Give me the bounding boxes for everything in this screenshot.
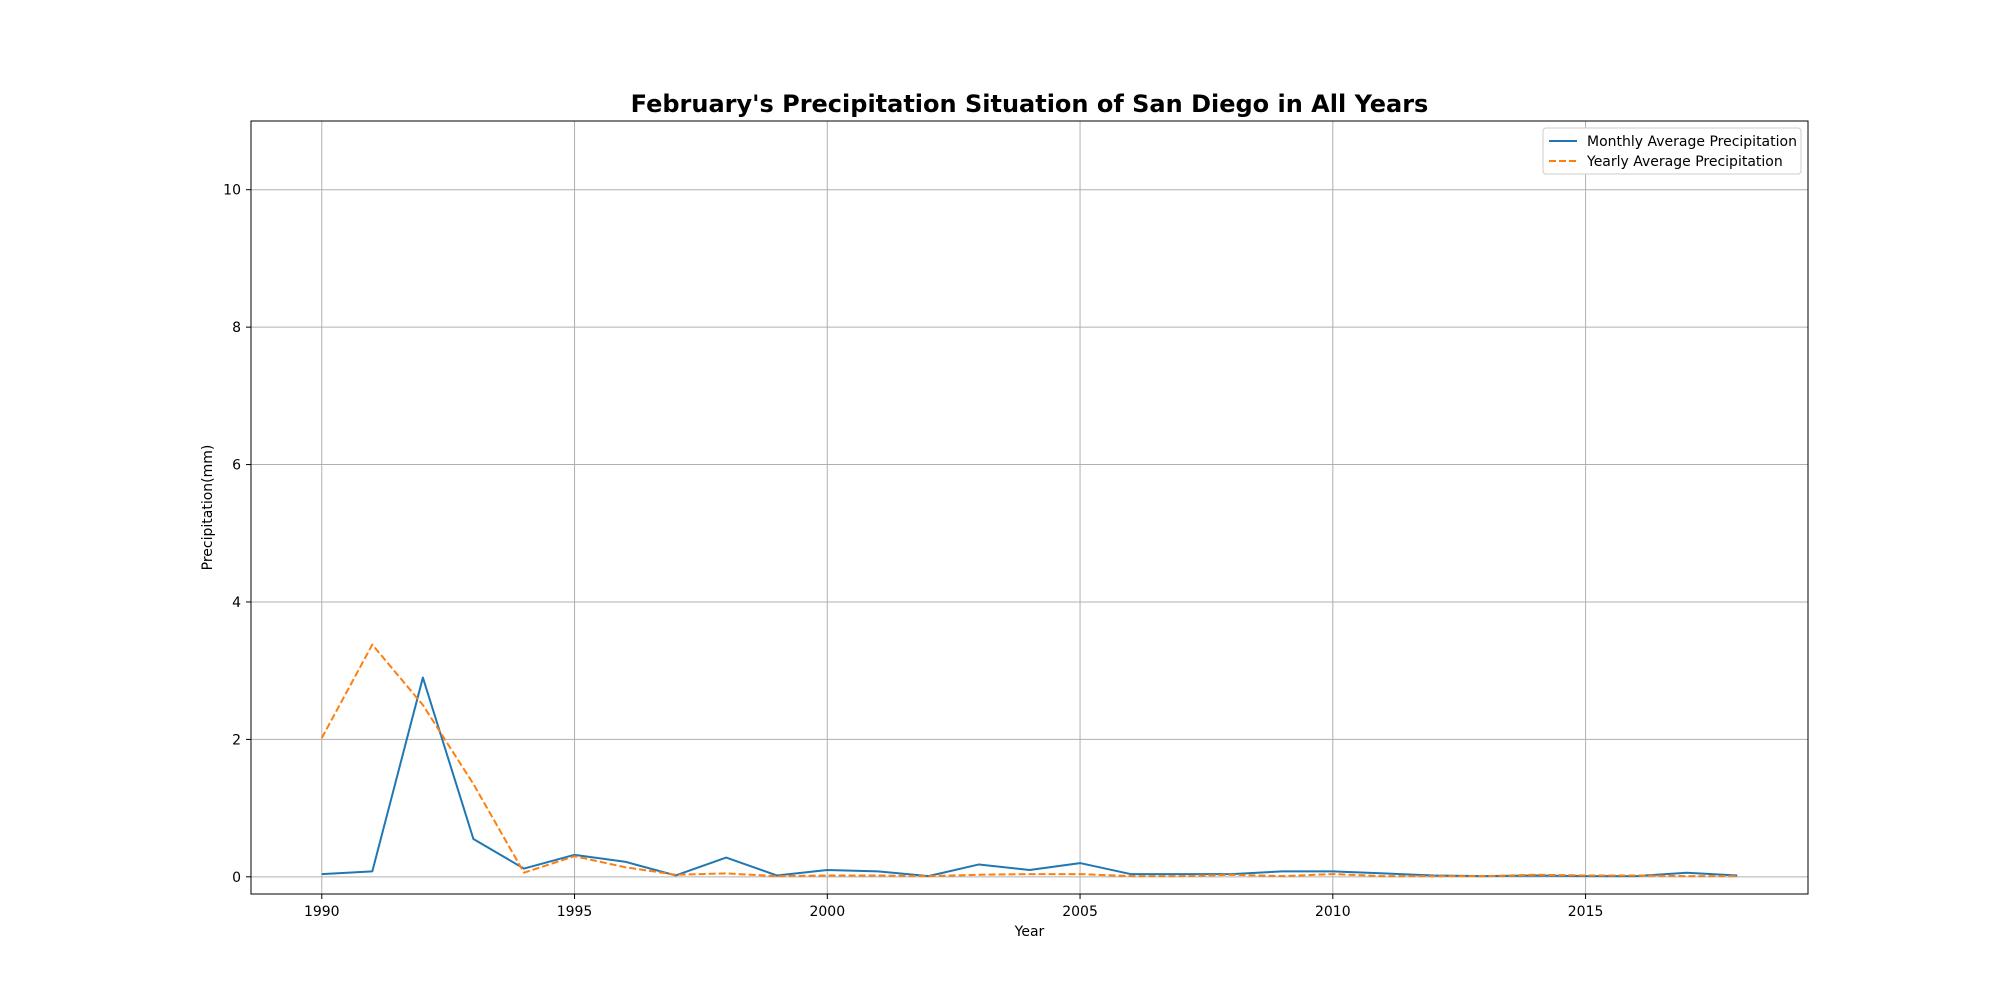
series-line-monthly [321,676,1738,878]
x-tick-label: 2005 [1062,904,1098,920]
y-axis-ticks: 0 2 4 6 8 10 [223,183,251,886]
grid [251,121,1808,894]
legend-label-monthly: Monthly Average Precipitation [1587,134,1797,150]
x-axis-label: Year [1014,924,1045,940]
y-tick-label: 0 [232,870,241,886]
legend-label-yearly: Yearly Average Precipitation [1586,154,1783,170]
x-tick-label: 2000 [809,904,845,920]
x-tick-label: 1990 [304,904,340,920]
x-tick-label: 2010 [1315,904,1351,920]
y-tick-label: 4 [232,595,241,611]
y-axis-label: Precipitation(mm) [200,445,216,571]
x-tick-label: 1995 [557,904,593,920]
legend-box [1542,127,1802,175]
y-tick-label: 10 [223,183,241,199]
plot-frame [250,120,1809,895]
y-tick-label: 6 [232,458,241,474]
y-tick-label: 8 [232,320,241,336]
series-line-yearly [320,643,1738,878]
legend: Monthly Average Precipitation Yearly Ave… [1542,127,1802,175]
series-layer [320,643,1738,878]
y-tick-label: 2 [232,732,241,748]
chart-title: February's Precipitation Situation of Sa… [631,90,1429,118]
x-tick-label: 2015 [1568,904,1604,920]
x-axis-ticks: 1990 1995 2000 2005 2010 2015 [304,894,1603,920]
